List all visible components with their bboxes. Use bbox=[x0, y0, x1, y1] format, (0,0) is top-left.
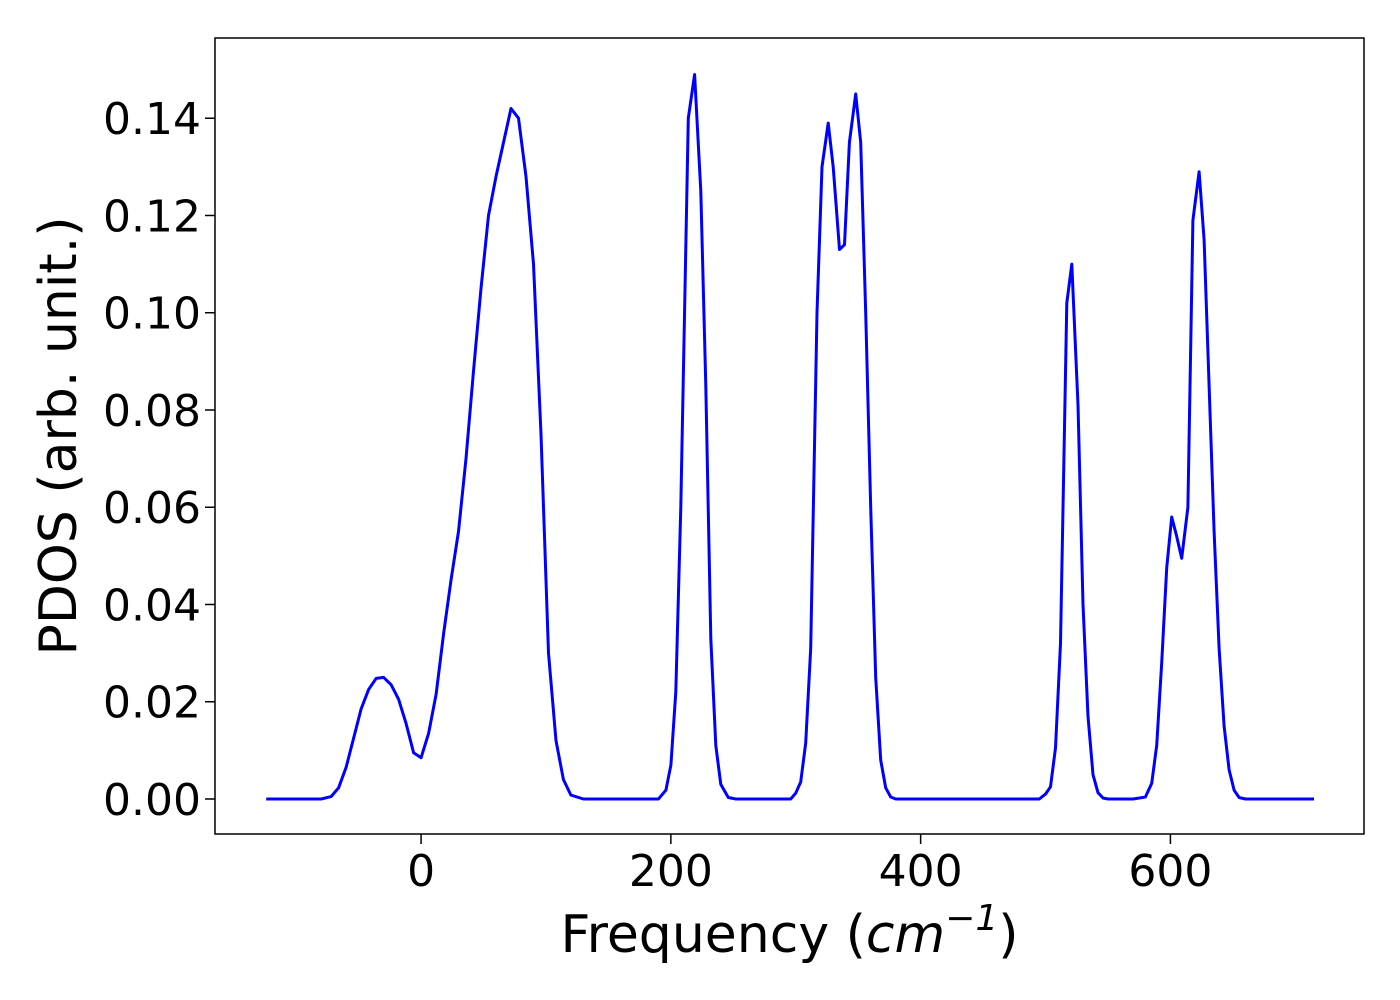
plot-frame bbox=[214, 37, 1365, 835]
series-line bbox=[266, 73, 1314, 801]
x-tick-label: 400 bbox=[879, 846, 963, 897]
y-tick-label: 0.02 bbox=[103, 678, 201, 729]
y-tick-label: 0.06 bbox=[103, 483, 201, 534]
y-tick-label: 0.08 bbox=[103, 386, 201, 437]
y-tick-label: 0.00 bbox=[103, 775, 201, 826]
x-axis-label-unit: cm bbox=[866, 905, 945, 965]
x-tick-label: 600 bbox=[1128, 846, 1212, 897]
x-axis-label-text: Frequency bbox=[560, 905, 829, 965]
y-tick-label: 0.10 bbox=[103, 289, 201, 340]
y-axis-ticks: 0.00 0.02 0.04 0.06 0.08 0.10 0.12 0.14 bbox=[103, 94, 215, 826]
y-tick-label: 0.04 bbox=[103, 580, 201, 631]
x-tick-label: 0 bbox=[407, 846, 435, 897]
y-tick-label: 0.14 bbox=[103, 94, 201, 145]
x-axis-ticks: 0 200 400 600 bbox=[407, 834, 1212, 897]
x-axis-label-exponent: −1 bbox=[945, 898, 998, 939]
y-axis-label: PDOS (arb. unit.) bbox=[29, 216, 89, 655]
x-tick-label: 200 bbox=[629, 846, 713, 897]
x-axis-label: Frequency (cm−1) bbox=[560, 898, 1018, 965]
y-tick-label: 0.12 bbox=[103, 191, 201, 242]
